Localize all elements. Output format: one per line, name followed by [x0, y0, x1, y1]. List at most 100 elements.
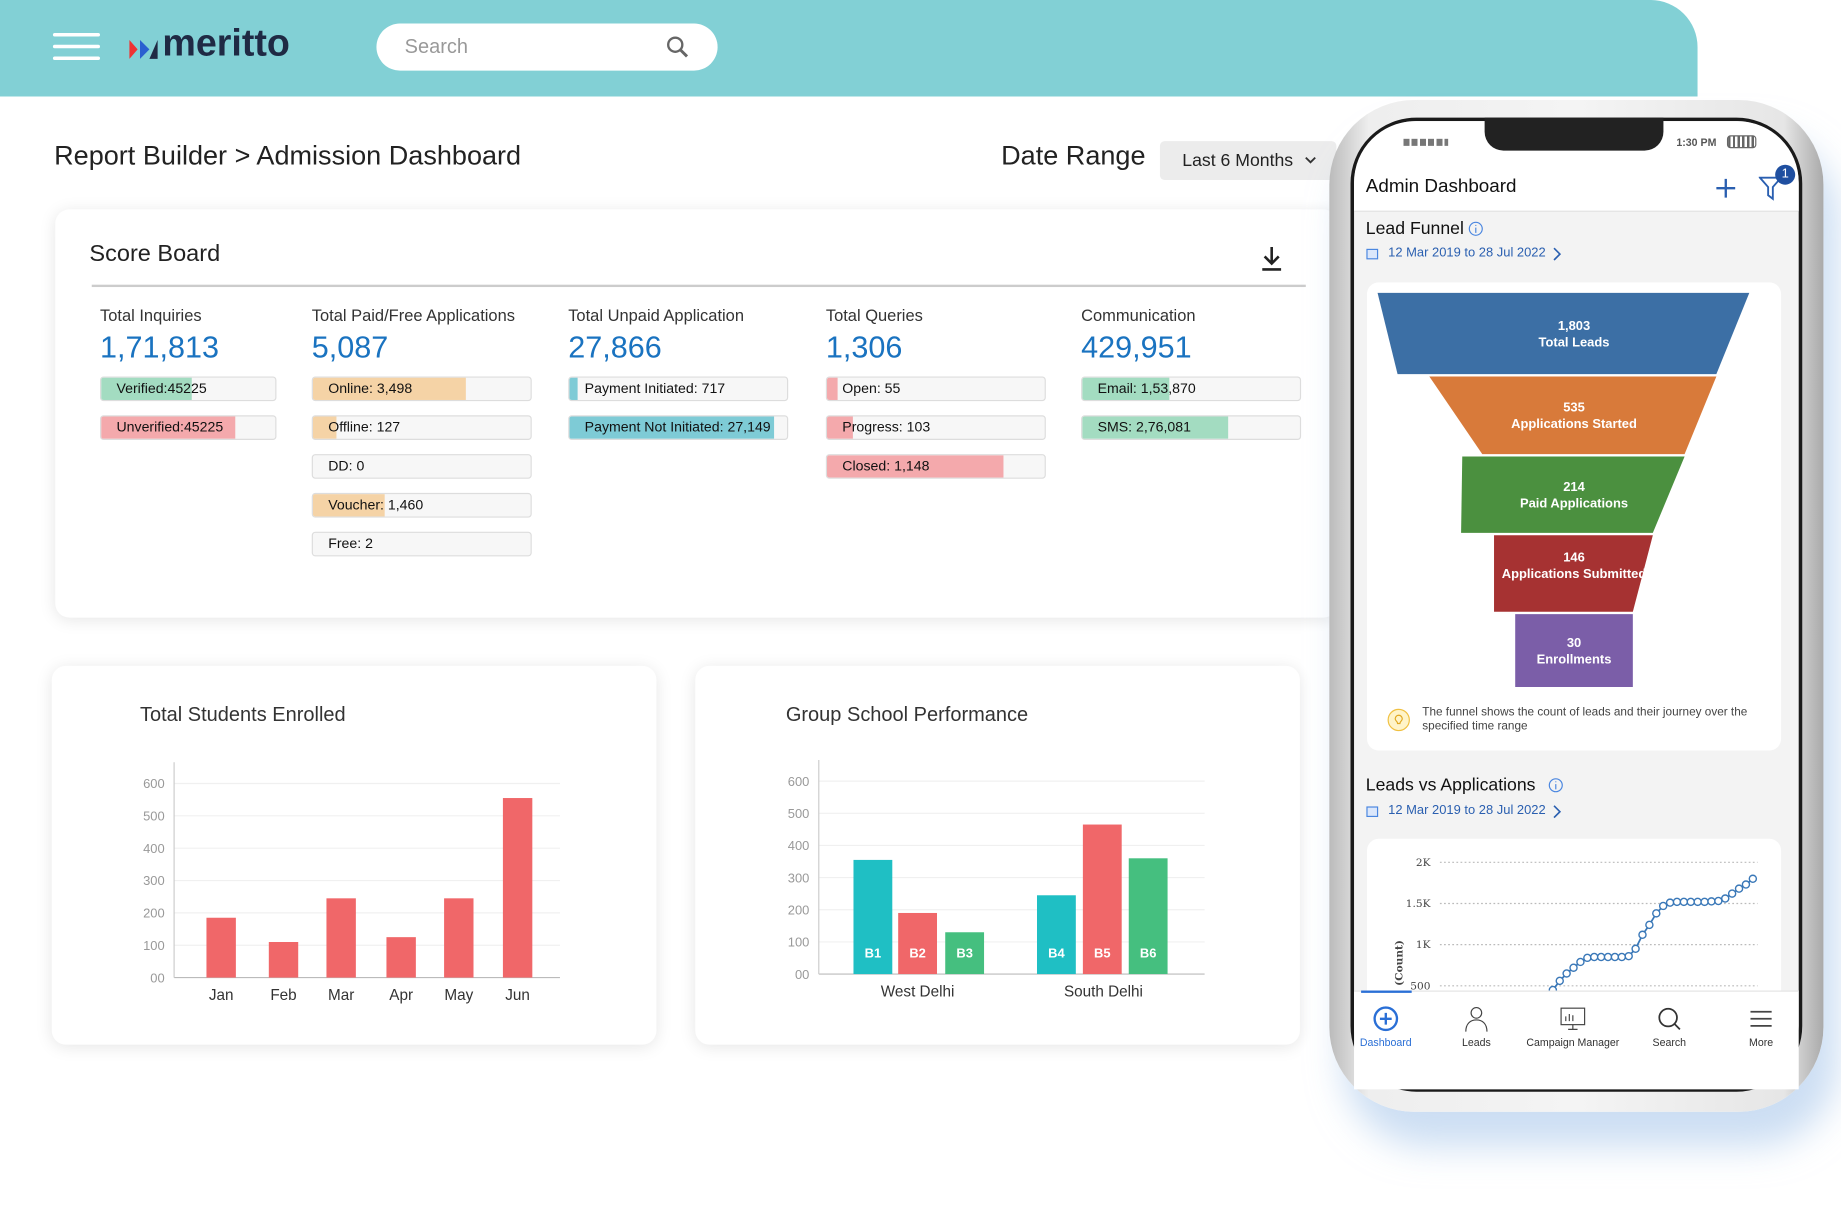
leads-vs-apps-line-chart: 500 1K 1.5K 2K (Count) — [1393, 857, 1758, 991]
scoreboard-column: Communication 429,951 Email: 1,53,870 SMS: … — [1081, 306, 1302, 454]
bar-fill — [1082, 377, 1170, 400]
scoreboard-column: Total Paid/Free Applications 5,087 Online:… — [311, 306, 532, 571]
y-tick-label: 200 — [143, 906, 165, 921]
data-point — [1555, 976, 1564, 986]
bar-label: Open: 55 — [842, 379, 901, 397]
metric-progress-bar: Payment Initiated: 717 — [568, 376, 789, 402]
nav-dashboard[interactable]: Dashboard — [1339, 1006, 1433, 1048]
logo-text: meritto — [162, 21, 290, 64]
bar — [326, 898, 356, 978]
metric-progress-bar: Offline: 127 — [311, 415, 532, 440]
funnel-stage — [1515, 614, 1633, 688]
bar-fill — [312, 377, 466, 400]
logo[interactable]: meritto — [127, 21, 290, 65]
y-tick-label: 1K — [1416, 939, 1432, 951]
person-icon — [1465, 1006, 1488, 1032]
data-point — [1589, 952, 1599, 962]
phone-title: Admin Dashboard — [1365, 176, 1517, 197]
bar-label: DD: 0 — [328, 457, 365, 475]
filter-badge: 1 — [1775, 164, 1796, 185]
date-range-value: Last 6 Months — [1182, 150, 1294, 171]
nav-leads[interactable]: Leads — [1429, 1006, 1523, 1048]
data-point — [1741, 880, 1751, 889]
nav-label: Campaign Manager — [1526, 1036, 1620, 1049]
metric-value: 27,866 — [568, 329, 662, 365]
download-icon[interactable] — [1260, 245, 1284, 273]
bar-label: Verified:45225 — [116, 379, 207, 397]
y-tick-label: 00 — [795, 967, 809, 982]
lead-funnel-date[interactable]: 12 Mar 2019 to 28 Jul 2022 — [1388, 245, 1546, 260]
data-point — [1562, 969, 1571, 978]
funnel-label: Total Leads — [1539, 334, 1610, 349]
data-point — [1721, 894, 1730, 903]
leads-vs-apps-date[interactable]: 12 Mar 2019 to 28 Jul 2022 — [1388, 803, 1546, 818]
y-tick-label: 1.5K — [1406, 898, 1432, 910]
data-point — [1748, 874, 1758, 884]
metric-progress-bar: SMS: 2,76,081 — [1081, 415, 1302, 440]
metric-progress-bar: Open: 55 — [825, 376, 1046, 402]
bar-label: B6 — [1140, 946, 1157, 961]
total-students-enrolled-card: Total Students Enrolled 00 100 200 300 400 50… — [51, 665, 657, 1045]
data-point — [1548, 985, 1558, 991]
nav-more[interactable]: More — [1714, 1006, 1808, 1048]
calendar-icon — [1366, 806, 1379, 818]
bar-fill — [827, 455, 1004, 478]
bar — [444, 898, 474, 978]
funnel-value: 30 — [1567, 635, 1581, 650]
info-icon[interactable] — [1468, 221, 1483, 236]
data-point — [1583, 953, 1592, 963]
lead-funnel-title: Lead Funnel — [1365, 218, 1464, 239]
bar-label: B1 — [865, 946, 882, 961]
search-input[interactable]: Search — [376, 23, 718, 71]
bar-label: Online: 3,498 — [328, 379, 413, 397]
metric-value: 5,087 — [311, 329, 389, 365]
date-range-dropdown[interactable]: Last 6 Months — [1159, 141, 1337, 180]
data-point — [1645, 920, 1654, 930]
bar — [853, 859, 893, 975]
campaign-monitor-icon — [1560, 1007, 1586, 1030]
data-point — [1617, 952, 1627, 962]
info-icon[interactable] — [1548, 778, 1563, 793]
y-tick-label: 300 — [143, 873, 165, 888]
nav-label: Leads — [1461, 1036, 1491, 1049]
date-range-label: Date Range — [1001, 139, 1146, 171]
data-point — [1652, 909, 1661, 918]
metric-value: 429,951 — [1081, 329, 1192, 365]
funnel-label: Paid Applications — [1520, 496, 1628, 511]
bar-fill — [827, 416, 854, 439]
bar-label: Progress: 103 — [842, 418, 931, 436]
breadcrumb: Report Builder > Admission Dashboard — [54, 139, 522, 171]
nav-search[interactable]: Search — [1622, 1006, 1716, 1048]
chevron-right-icon[interactable] — [1553, 247, 1562, 261]
lightbulb-icon — [1387, 708, 1410, 732]
calendar-icon — [1366, 248, 1379, 260]
metric-progress-bar: DD: 0 — [311, 454, 532, 479]
data-point — [1610, 952, 1620, 962]
x-tick-label: Apr — [389, 987, 413, 1004]
status-time: 1:30 PM — [1676, 136, 1717, 149]
active-tab-indicator — [1361, 990, 1412, 993]
bar-fill — [312, 494, 385, 517]
menu-icon — [1750, 1010, 1772, 1027]
y-tick-label: 500 — [143, 809, 165, 824]
bar — [1082, 824, 1122, 975]
data-point — [1624, 951, 1633, 961]
chevron-right-icon[interactable] — [1553, 805, 1562, 819]
bar-label: Voucher: 1,460 — [328, 496, 424, 513]
nav-campaign-manager[interactable]: Campaign Manager — [1526, 1006, 1620, 1048]
bar-label: Payment Initiated: 717 — [584, 379, 726, 397]
metric-label: Total Unpaid Application — [568, 305, 744, 325]
data-point — [1693, 897, 1702, 907]
data-point — [1679, 897, 1689, 907]
plus-icon[interactable] — [1715, 178, 1736, 199]
search-icon[interactable] — [666, 35, 690, 59]
data-point — [1707, 897, 1716, 906]
x-tick-label: May — [444, 987, 473, 1004]
x-tick-label: Feb — [270, 987, 296, 1004]
school-performance-bar-chart: 00 100 200 300 400 500 600 B1 B2 B3 B4 B5 B6 West Del… — [788, 759, 1205, 1000]
y-tick-label: 500 — [1410, 980, 1430, 990]
y-axis-label: (Count) — [1393, 940, 1405, 986]
scoreboard-column: Total Unpaid Application 27,866 Payment In… — [568, 305, 789, 454]
hamburger-menu-icon[interactable] — [52, 32, 100, 61]
bar — [502, 798, 533, 978]
